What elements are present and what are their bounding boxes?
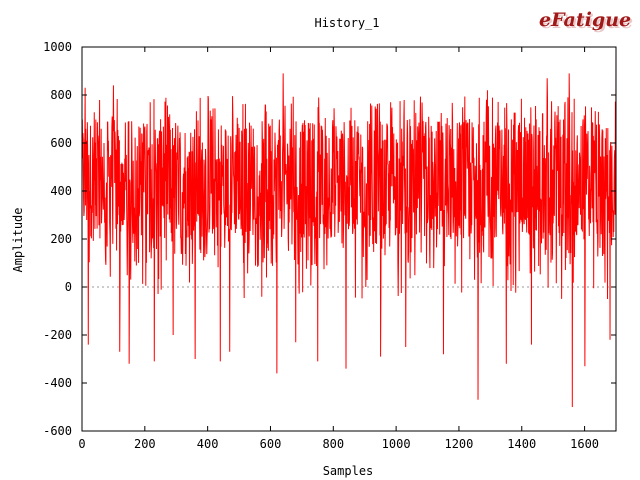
x-tick-label: 1200 (444, 437, 473, 451)
x-tick-label: 600 (260, 437, 282, 451)
x-tick-label: 200 (134, 437, 156, 451)
logo-text: eFatigue (539, 9, 631, 31)
y-tick-label: 400 (50, 184, 72, 198)
x-tick-label: 400 (197, 437, 219, 451)
efatigue-logo: eFatigue eFatigue (539, 9, 633, 33)
y-tick-label: 800 (50, 88, 72, 102)
series-layer (81, 49, 617, 408)
x-tick-label: 800 (322, 437, 344, 451)
series-line (81, 49, 617, 408)
y-tick-label: -200 (43, 328, 72, 342)
y-tick-label: 1000 (43, 40, 72, 54)
svg-text:eFatigue: eFatigue (541, 11, 633, 33)
y-tick-label: 0 (65, 280, 72, 294)
y-tick-label: 200 (50, 232, 72, 246)
x-tick-label: 1600 (570, 437, 599, 451)
y-tick-label: 600 (50, 136, 72, 150)
chart-title: History_1 (314, 16, 379, 30)
x-tick-label: 1000 (382, 437, 411, 451)
plot-frame (81, 46, 617, 432)
y-axis-label: Amplitude (11, 207, 25, 272)
ticks-layer: 0 200 400 600 800 1000 1200 1400 1600 -600 -400 -20… (43, 40, 616, 451)
x-axis-label: Samples (323, 464, 374, 478)
y-tick-label: -400 (43, 376, 72, 390)
y-tick-label: -600 (43, 424, 72, 438)
x-tick-label: 1400 (507, 437, 536, 451)
x-tick-label: 0 (78, 437, 85, 451)
